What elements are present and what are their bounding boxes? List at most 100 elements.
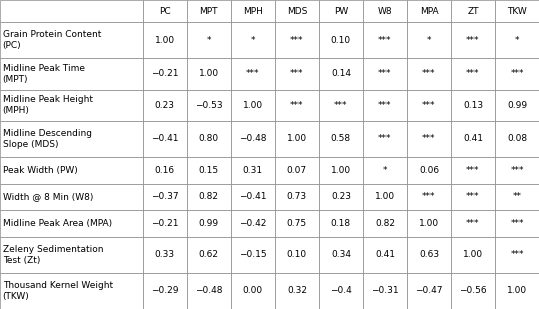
Bar xyxy=(0,90,143,121)
Bar xyxy=(231,210,275,237)
Text: ***: *** xyxy=(290,101,303,110)
Text: Midline Peak Height
(MPH): Midline Peak Height (MPH) xyxy=(3,95,93,115)
Text: −0.29: −0.29 xyxy=(151,286,178,295)
Bar xyxy=(187,237,231,273)
Bar xyxy=(187,157,231,184)
Text: 0.75: 0.75 xyxy=(287,219,307,228)
Text: ***: *** xyxy=(290,69,303,78)
Text: 0.41: 0.41 xyxy=(463,134,483,143)
Text: 1.00: 1.00 xyxy=(463,250,483,259)
Bar xyxy=(363,0,407,22)
Bar xyxy=(0,121,143,157)
Bar xyxy=(319,58,363,90)
Text: −0.37: −0.37 xyxy=(151,193,178,201)
Bar xyxy=(143,237,187,273)
Bar xyxy=(451,0,495,22)
Bar xyxy=(495,273,539,309)
Text: Width @ 8 Min (W8): Width @ 8 Min (W8) xyxy=(3,193,93,201)
Text: 0.08: 0.08 xyxy=(507,134,527,143)
Bar xyxy=(231,22,275,58)
Text: 0.31: 0.31 xyxy=(243,166,263,175)
Text: *: * xyxy=(206,36,211,44)
Text: 0.99: 0.99 xyxy=(199,219,219,228)
Text: 0.73: 0.73 xyxy=(287,193,307,201)
Text: ***: *** xyxy=(246,69,260,78)
Bar xyxy=(0,157,143,184)
Bar xyxy=(319,237,363,273)
Text: 0.14: 0.14 xyxy=(331,69,351,78)
Bar xyxy=(495,184,539,210)
Text: 1.00: 1.00 xyxy=(287,134,307,143)
Text: 1.00: 1.00 xyxy=(155,36,175,44)
Bar xyxy=(275,237,319,273)
Bar xyxy=(495,0,539,22)
Bar xyxy=(451,22,495,58)
Text: ***: *** xyxy=(510,69,524,78)
Bar xyxy=(451,184,495,210)
Text: 0.62: 0.62 xyxy=(199,250,219,259)
Text: Zeleny Sedimentation
Test (Zt): Zeleny Sedimentation Test (Zt) xyxy=(3,245,103,265)
Bar xyxy=(407,184,451,210)
Text: 0.23: 0.23 xyxy=(155,101,175,110)
Bar xyxy=(407,157,451,184)
Bar xyxy=(451,237,495,273)
Text: PC: PC xyxy=(159,6,171,15)
Bar xyxy=(363,90,407,121)
Bar xyxy=(143,0,187,22)
Text: ***: *** xyxy=(290,36,303,44)
Text: MPH: MPH xyxy=(243,6,263,15)
Text: ***: *** xyxy=(378,69,392,78)
Text: 0.58: 0.58 xyxy=(331,134,351,143)
Text: 0.99: 0.99 xyxy=(507,101,527,110)
Text: 0.41: 0.41 xyxy=(375,250,395,259)
Text: 0.06: 0.06 xyxy=(419,166,439,175)
Text: 0.15: 0.15 xyxy=(199,166,219,175)
Text: ***: *** xyxy=(466,193,480,201)
Bar xyxy=(187,0,231,22)
Text: 0.07: 0.07 xyxy=(287,166,307,175)
Bar xyxy=(143,58,187,90)
Text: ***: *** xyxy=(378,101,392,110)
Bar xyxy=(407,90,451,121)
Bar xyxy=(319,210,363,237)
Bar xyxy=(275,184,319,210)
Bar xyxy=(407,273,451,309)
Text: MPT: MPT xyxy=(199,6,218,15)
Bar xyxy=(495,237,539,273)
Bar xyxy=(407,237,451,273)
Bar xyxy=(187,90,231,121)
Bar xyxy=(451,58,495,90)
Bar xyxy=(451,90,495,121)
Text: 1.00: 1.00 xyxy=(199,69,219,78)
Text: −0.47: −0.47 xyxy=(415,286,443,295)
Bar xyxy=(407,0,451,22)
Text: ***: *** xyxy=(510,166,524,175)
Text: Midline Peak Time
(MPT): Midline Peak Time (MPT) xyxy=(3,64,85,84)
Bar xyxy=(451,273,495,309)
Text: Midline Peak Area (MPA): Midline Peak Area (MPA) xyxy=(3,219,112,228)
Text: ***: *** xyxy=(466,69,480,78)
Text: W8: W8 xyxy=(378,6,392,15)
Bar xyxy=(231,157,275,184)
Text: 1.00: 1.00 xyxy=(243,101,263,110)
Text: 0.13: 0.13 xyxy=(463,101,483,110)
Bar xyxy=(407,58,451,90)
Bar xyxy=(143,273,187,309)
Bar xyxy=(0,58,143,90)
Bar xyxy=(187,273,231,309)
Bar xyxy=(451,157,495,184)
Text: 0.00: 0.00 xyxy=(243,286,263,295)
Bar xyxy=(275,90,319,121)
Bar xyxy=(451,210,495,237)
Text: 0.32: 0.32 xyxy=(287,286,307,295)
Bar xyxy=(319,121,363,157)
Text: −0.56: −0.56 xyxy=(459,286,487,295)
Text: **: ** xyxy=(513,193,522,201)
Text: ***: *** xyxy=(378,134,392,143)
Text: ***: *** xyxy=(422,193,436,201)
Bar xyxy=(187,22,231,58)
Bar xyxy=(495,90,539,121)
Text: 0.33: 0.33 xyxy=(155,250,175,259)
Text: Peak Width (PW): Peak Width (PW) xyxy=(3,166,78,175)
Text: ***: *** xyxy=(510,250,524,259)
